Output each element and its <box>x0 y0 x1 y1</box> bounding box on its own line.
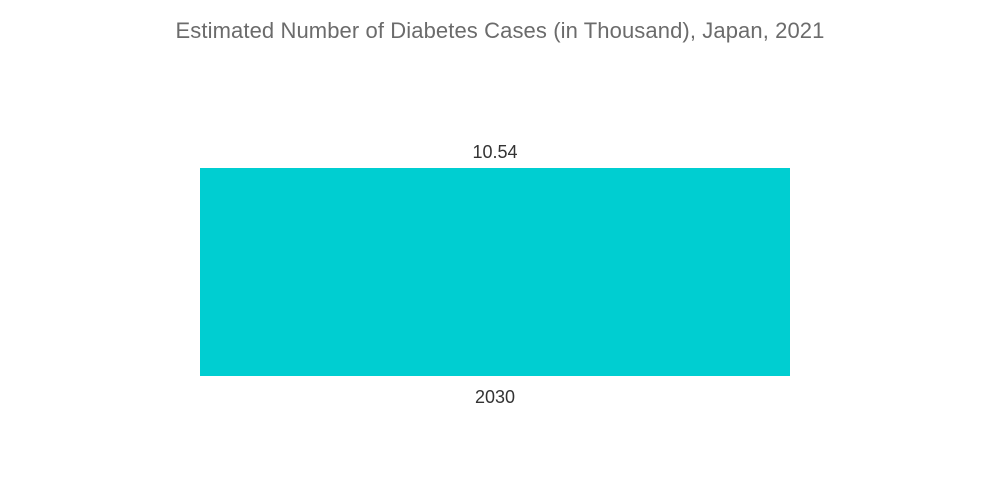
bar-2030 <box>200 168 790 376</box>
bars-layer: 10.54 2030 <box>200 142 790 407</box>
chart-title: Estimated Number of Diabetes Cases (in T… <box>175 18 825 43</box>
category-label-2030: 2030 <box>475 387 515 407</box>
value-label-2030: 10.54 <box>472 142 517 162</box>
